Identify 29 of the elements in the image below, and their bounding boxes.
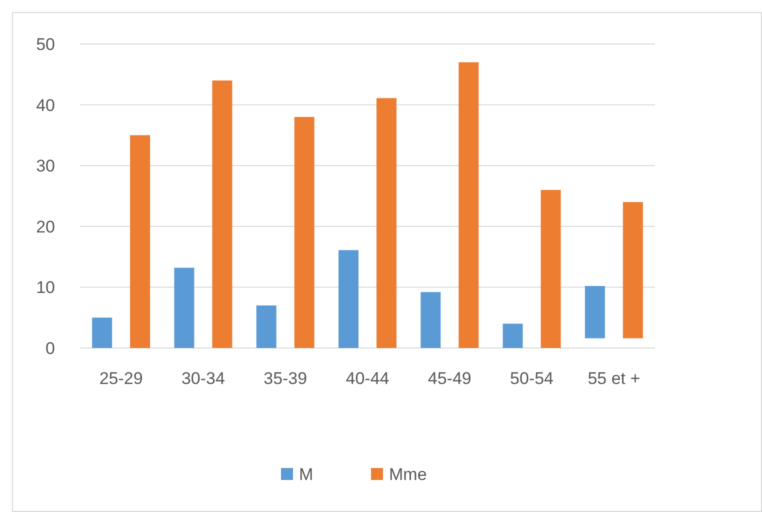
y-tick-label: 40 xyxy=(36,96,55,115)
y-tick-label: 50 xyxy=(36,34,55,54)
bar xyxy=(338,250,358,348)
bar xyxy=(174,268,194,348)
x-tick-label: 55 et + xyxy=(588,369,640,388)
bar xyxy=(540,190,561,348)
bar xyxy=(92,318,112,348)
y-tick-label: 20 xyxy=(36,217,55,236)
bar xyxy=(622,202,643,338)
bar xyxy=(502,324,523,348)
y-tick-label: 0 xyxy=(46,338,55,358)
x-tick-label: 35-39 xyxy=(264,369,308,388)
x-tick-label: 45-49 xyxy=(428,369,472,388)
bar xyxy=(376,98,396,348)
bar xyxy=(584,286,605,338)
bar xyxy=(294,116,314,348)
x-tick-label: 40-44 xyxy=(346,369,390,388)
bar xyxy=(420,292,441,348)
legend-label: Mme xyxy=(389,464,427,484)
x-tick-label: 50-54 xyxy=(510,369,554,388)
x-tick-label: 30-34 xyxy=(181,369,225,388)
y-tick-label: 10 xyxy=(36,278,55,298)
bar xyxy=(212,80,232,348)
legend-label: M xyxy=(299,464,314,484)
y-tick-label: 30 xyxy=(36,156,55,176)
x-tick-label: 25-29 xyxy=(99,369,143,388)
bar xyxy=(458,62,479,348)
bar xyxy=(256,305,276,348)
bar xyxy=(130,135,150,348)
